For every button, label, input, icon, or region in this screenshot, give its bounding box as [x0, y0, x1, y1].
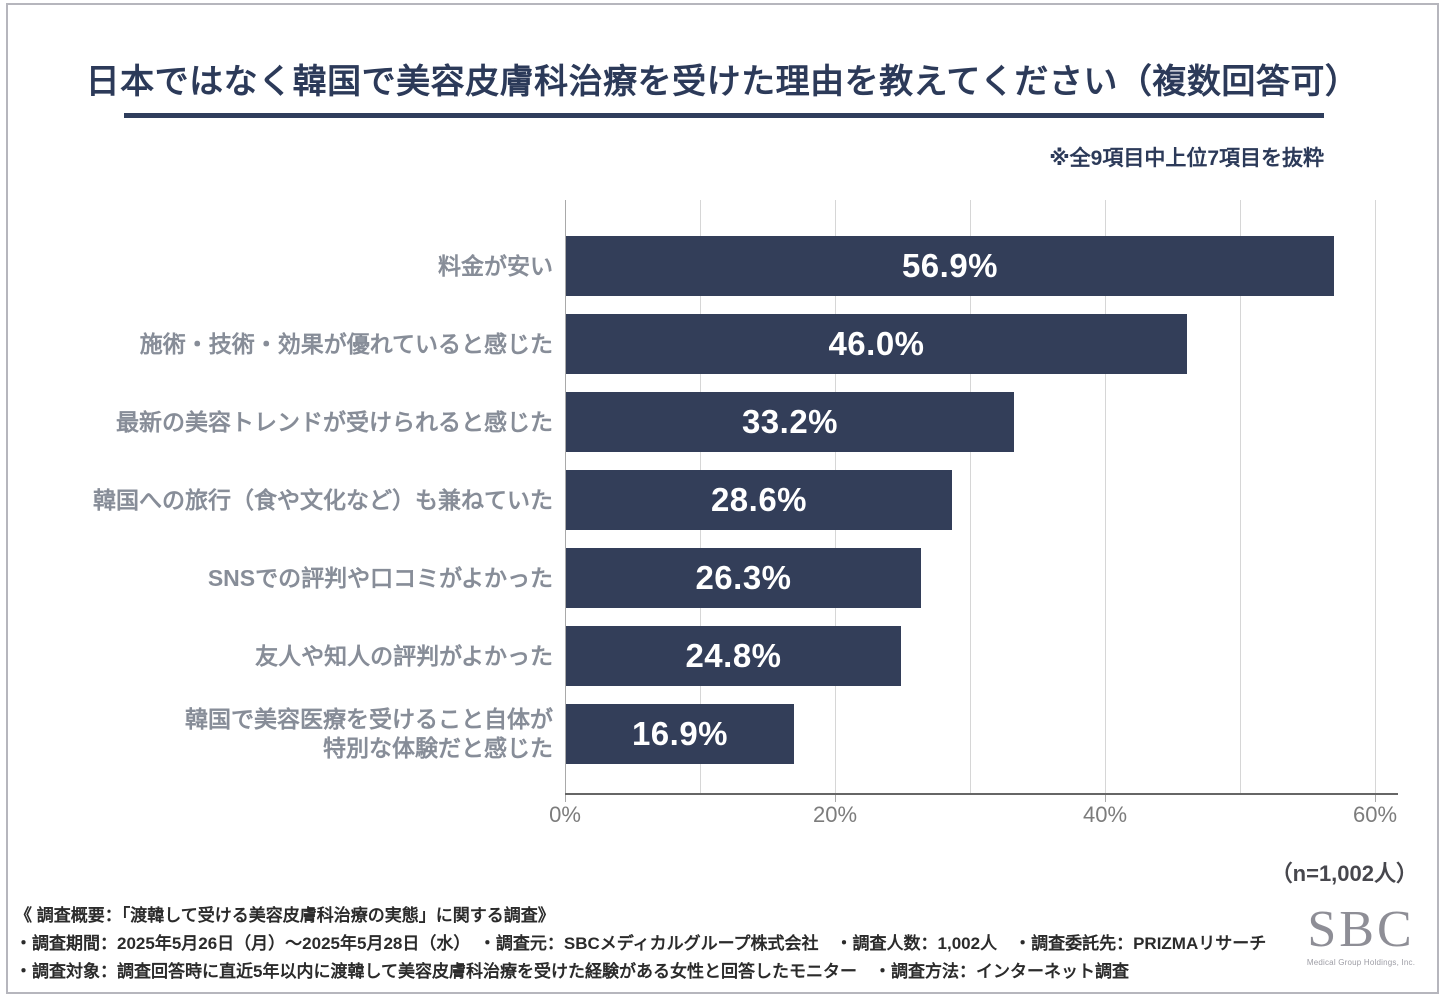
gridline [1240, 200, 1241, 793]
category-label: 韓国への旅行（食や文化など）も兼ねていた [93, 486, 553, 513]
x-axis-line [565, 793, 1398, 795]
bar-value-label: 16.9% [631, 715, 729, 752]
bar: 33.2% [566, 392, 1014, 452]
bar: 16.9% [566, 704, 794, 764]
x-axis-tick [1375, 795, 1376, 802]
sbc-logo-subtext: Medical Group Holdings, Inc. [1306, 958, 1416, 967]
bar: 28.6% [566, 470, 952, 530]
x-axis-label: 20% [812, 802, 858, 827]
title-underline [124, 113, 1324, 118]
x-axis-label: 60% [1352, 802, 1398, 827]
gridline [565, 200, 566, 793]
sbc-logo-text: SBC [1307, 901, 1415, 958]
x-axis-label: 40% [1082, 802, 1128, 827]
bar: 56.9% [566, 236, 1334, 296]
category-label: 料金が安い [438, 252, 553, 279]
gridline [1105, 200, 1106, 793]
x-axis-tick [835, 795, 836, 802]
x-axis-tick [565, 795, 566, 802]
gridline [1375, 200, 1376, 793]
chart-title: 日本ではなく韓国で美容皮膚科治療を受けた理由を教えてください（複数回答可） [85, 63, 1360, 101]
sample-size-label: （n=1,002人） [1270, 861, 1418, 886]
category-label: 最新の美容トレンドが受けられると感じた [116, 408, 553, 435]
bar-value-label: 46.0% [828, 325, 925, 362]
bar-value-label: 56.9% [901, 247, 999, 284]
bar: 26.3% [566, 548, 921, 608]
category-label: 施術・技術・効果が優れていると感じた [139, 330, 553, 357]
gridline [970, 200, 971, 793]
bar: 24.8% [566, 626, 901, 686]
bar-value-label: 24.8% [685, 637, 782, 674]
survey-overview-line1: 《 調査概要：「渡韓して受ける美容皮膚科治療の実態」に関する調査》 [15, 906, 555, 925]
survey-overview-line3: ・調査対象：調査回答時に直近5年以内に渡韓して美容皮膚科治療を受けた経験がある女… [15, 962, 1129, 981]
bar: 46.0% [566, 314, 1187, 374]
bar-value-label: 33.2% [741, 403, 839, 440]
sbc-logo: SBC Medical Group Holdings, Inc. [1298, 901, 1424, 968]
category-label: SNSでの評判や口コミがよかった [207, 564, 553, 591]
bar-value-label: 26.3% [695, 559, 792, 596]
subtitle-note: ※全9項目中上位7項目を抜粋 [1049, 147, 1324, 170]
x-axis-label: 0% [549, 802, 581, 827]
category-label: 友人や知人の評判がよかった [255, 642, 553, 669]
x-axis-tick [1105, 795, 1106, 802]
survey-overview: 《 調査概要：「渡韓して受ける美容皮膚科治療の実態」に関する調査》 ・調査期間：… [15, 902, 1266, 986]
bar-value-label: 28.6% [710, 481, 808, 518]
survey-overview-line2: ・調査期間：2025年5月26日（月）～2025年5月28日（水） ・調査元：S… [15, 934, 1267, 953]
category-label: 韓国で美容医療を受けること自体が 特別な体験だと感じた [185, 706, 553, 761]
